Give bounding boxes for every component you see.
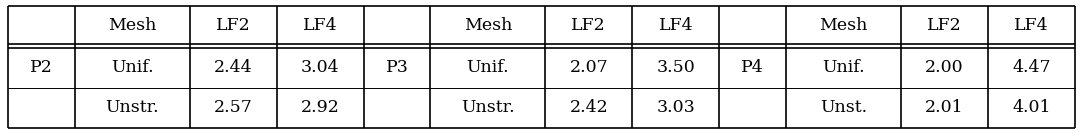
- Text: 2.92: 2.92: [301, 99, 340, 116]
- Text: P4: P4: [741, 59, 764, 76]
- Text: Unif.: Unif.: [822, 59, 864, 76]
- Text: LF2: LF2: [572, 17, 606, 34]
- Text: 2.44: 2.44: [213, 59, 252, 76]
- Text: LF2: LF2: [216, 17, 250, 34]
- Text: 2.07: 2.07: [570, 59, 609, 76]
- Text: LF4: LF4: [658, 17, 693, 34]
- Text: 3.04: 3.04: [301, 59, 339, 76]
- Text: Unstr.: Unstr.: [461, 99, 514, 116]
- Text: LF2: LF2: [927, 17, 962, 34]
- Text: 4.01: 4.01: [1013, 99, 1051, 116]
- Text: 4.47: 4.47: [1013, 59, 1051, 76]
- Text: 2.01: 2.01: [925, 99, 964, 116]
- Text: Unif.: Unif.: [467, 59, 509, 76]
- Text: P2: P2: [30, 59, 53, 76]
- Text: LF4: LF4: [1014, 17, 1048, 34]
- Text: 3.03: 3.03: [656, 99, 695, 116]
- Text: 2.00: 2.00: [925, 59, 964, 76]
- Text: 2.42: 2.42: [570, 99, 609, 116]
- Text: LF4: LF4: [303, 17, 338, 34]
- Text: Unif.: Unif.: [110, 59, 154, 76]
- Text: Mesh: Mesh: [108, 17, 156, 34]
- Text: Mesh: Mesh: [464, 17, 512, 34]
- Text: 2.57: 2.57: [213, 99, 252, 116]
- Text: Mesh: Mesh: [819, 17, 867, 34]
- Text: P3: P3: [386, 59, 408, 76]
- Text: Unst.: Unst.: [820, 99, 867, 116]
- Text: Unstr.: Unstr.: [105, 99, 159, 116]
- Text: 3.50: 3.50: [656, 59, 695, 76]
